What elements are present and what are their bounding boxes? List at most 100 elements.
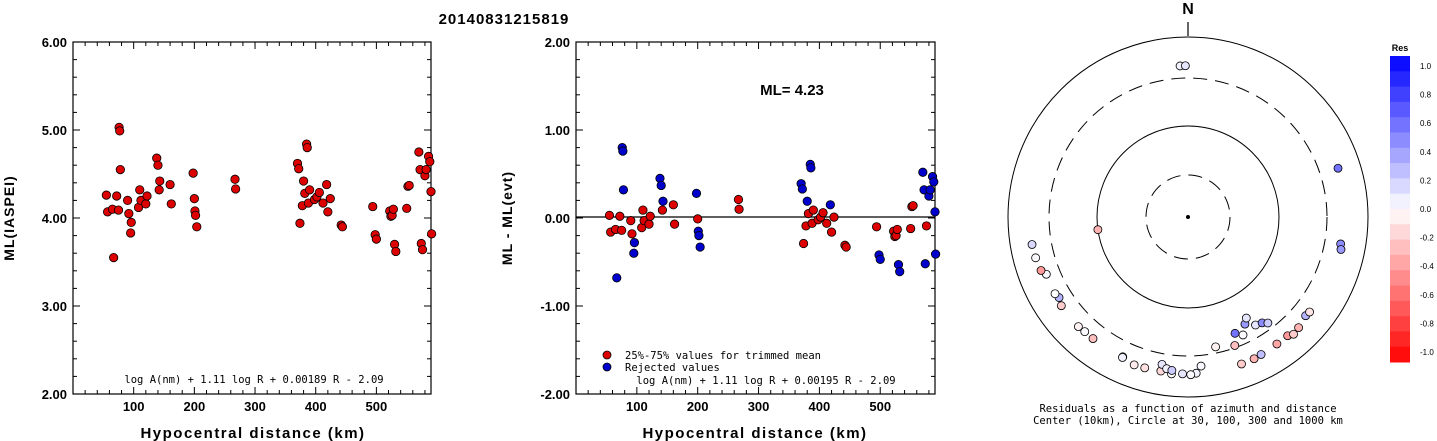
- figure-title: 20140831215819: [439, 11, 570, 28]
- colorbar-cell: [1390, 71, 1410, 88]
- trimmed-point: [615, 211, 625, 221]
- polar-points: [1027, 61, 1346, 380]
- colorbar-cell: [1390, 254, 1410, 271]
- data-point: [166, 199, 176, 209]
- y-tick-label: 4.00: [42, 211, 67, 226]
- legend-rejected-label: Rejected values: [625, 362, 720, 374]
- trimmed-point: [669, 219, 680, 229]
- rejected-point: [806, 163, 816, 173]
- station-residual-point: [1073, 322, 1083, 332]
- station-residual-point: [1289, 329, 1298, 339]
- trimmed-point: [604, 210, 615, 220]
- colorbar-cell: [1390, 285, 1410, 302]
- data-point: [371, 234, 381, 244]
- colorbar-cells: [1390, 56, 1410, 363]
- trimmed-point: [627, 229, 637, 239]
- panel2-points: [604, 143, 941, 283]
- trimmed-point: [626, 216, 636, 226]
- station-residual-point: [1031, 253, 1041, 263]
- y-tick-label: 2.00: [42, 387, 67, 402]
- data-point: [388, 204, 398, 214]
- data-point: [305, 185, 315, 195]
- panel1-x-ticks: 100 200 300 400 500: [84, 42, 426, 414]
- rejected-point: [875, 254, 885, 264]
- colorbar-cell: [1390, 147, 1410, 164]
- colorbar-cell: [1390, 101, 1410, 118]
- x-tick-label: 100: [626, 399, 648, 414]
- trimmed-point: [657, 205, 668, 215]
- data-point: [126, 228, 136, 238]
- y-tick-label: -1.00: [540, 299, 570, 314]
- colorbar-cell: [1390, 224, 1410, 241]
- y-tick-label: -2.00: [540, 387, 570, 402]
- data-point: [141, 199, 151, 209]
- data-point: [417, 245, 428, 255]
- rejected-point: [802, 196, 812, 206]
- x-tick-label: 200: [184, 399, 206, 414]
- colorbar-tick-label: 0.2: [1420, 176, 1432, 185]
- colorbar-ticks: 1.0 0.8 0.6 0.4 0.2 0.0 -0.2 -0.4 -0.6 -0.8 -1.0: [1420, 62, 1434, 357]
- data-point: [298, 176, 309, 186]
- trimmed-point: [921, 221, 932, 231]
- panel2-y-axis-label: ML - ML(evt): [499, 171, 515, 265]
- data-point: [421, 165, 431, 175]
- data-point: [126, 217, 136, 227]
- data-point: [188, 168, 198, 178]
- colorbar-cell: [1390, 300, 1410, 317]
- y-tick-label: 0.00: [545, 211, 570, 226]
- colorbar-cell: [1390, 56, 1410, 72]
- station-residual-point: [1140, 363, 1150, 373]
- station-residual-point: [1056, 301, 1066, 311]
- rejected-point: [618, 146, 628, 156]
- data-point: [165, 179, 175, 190]
- colorbar-cell: [1390, 316, 1410, 332]
- colorbar-cell: [1390, 270, 1410, 286]
- colorbar-cell: [1390, 117, 1410, 133]
- station-residual-point: [1196, 361, 1206, 371]
- station-residual-point: [1241, 313, 1251, 323]
- data-point: [190, 210, 201, 220]
- station-residual-point: [1249, 354, 1259, 364]
- trimmed-point: [841, 242, 851, 252]
- trimmed-point: [906, 223, 916, 234]
- panel2-formula: log A(nm) + 1.11 log R + 0.00195 R - 2.0…: [636, 375, 895, 387]
- circle-30km: [1145, 174, 1231, 260]
- colorbar-tick-label: -0.2: [1420, 234, 1434, 243]
- panel2-x-ticks: 100 200 300 400 500: [587, 42, 930, 414]
- trimmed-point: [668, 200, 678, 210]
- data-point: [295, 218, 305, 228]
- rejected-point: [920, 259, 930, 269]
- trimmed-point: [644, 219, 654, 229]
- x-tick-label: 200: [687, 399, 709, 414]
- data-point: [323, 207, 333, 217]
- y-tick-label: 6.00: [42, 35, 67, 50]
- trimmed-point: [645, 211, 655, 221]
- panel1-x-axis-label: Hypocentral distance (km): [140, 425, 365, 441]
- rejected-point: [629, 248, 639, 258]
- colorbar-tick-label: 0.0: [1420, 205, 1432, 214]
- data-point: [426, 187, 436, 197]
- data-point: [427, 229, 437, 239]
- rejected-point: [656, 180, 666, 191]
- colorbar-cell: [1390, 178, 1410, 195]
- station-residual-point: [1027, 240, 1037, 249]
- x-tick-label: 100: [123, 399, 145, 414]
- trimmed-point: [638, 205, 648, 215]
- station-residual-point: [1036, 266, 1046, 275]
- panel1-points: [101, 122, 437, 263]
- colorbar-cell: [1390, 346, 1410, 363]
- x-tick-label: 400: [305, 399, 327, 414]
- colorbar-cell: [1390, 209, 1410, 225]
- colorbar: Res 1.0 0.8 0.6 0.4 0.2 0.0 -0.2 -0.4 -0.6 -0.8 -1…: [1390, 43, 1434, 363]
- station-residual-point: [1129, 360, 1139, 370]
- north-label: N: [1182, 1, 1194, 18]
- station-residual-point: [1080, 327, 1090, 337]
- panel2-y-ticks: -2.00 -1.00 0.00 1.00 2.00: [540, 35, 935, 402]
- data-point: [112, 191, 122, 201]
- x-tick-label: 300: [244, 399, 266, 414]
- data-point: [113, 205, 124, 215]
- colorbar-title: Res: [1392, 43, 1409, 53]
- colorbar-tick-label: -0.4: [1420, 262, 1434, 271]
- data-point: [337, 222, 348, 232]
